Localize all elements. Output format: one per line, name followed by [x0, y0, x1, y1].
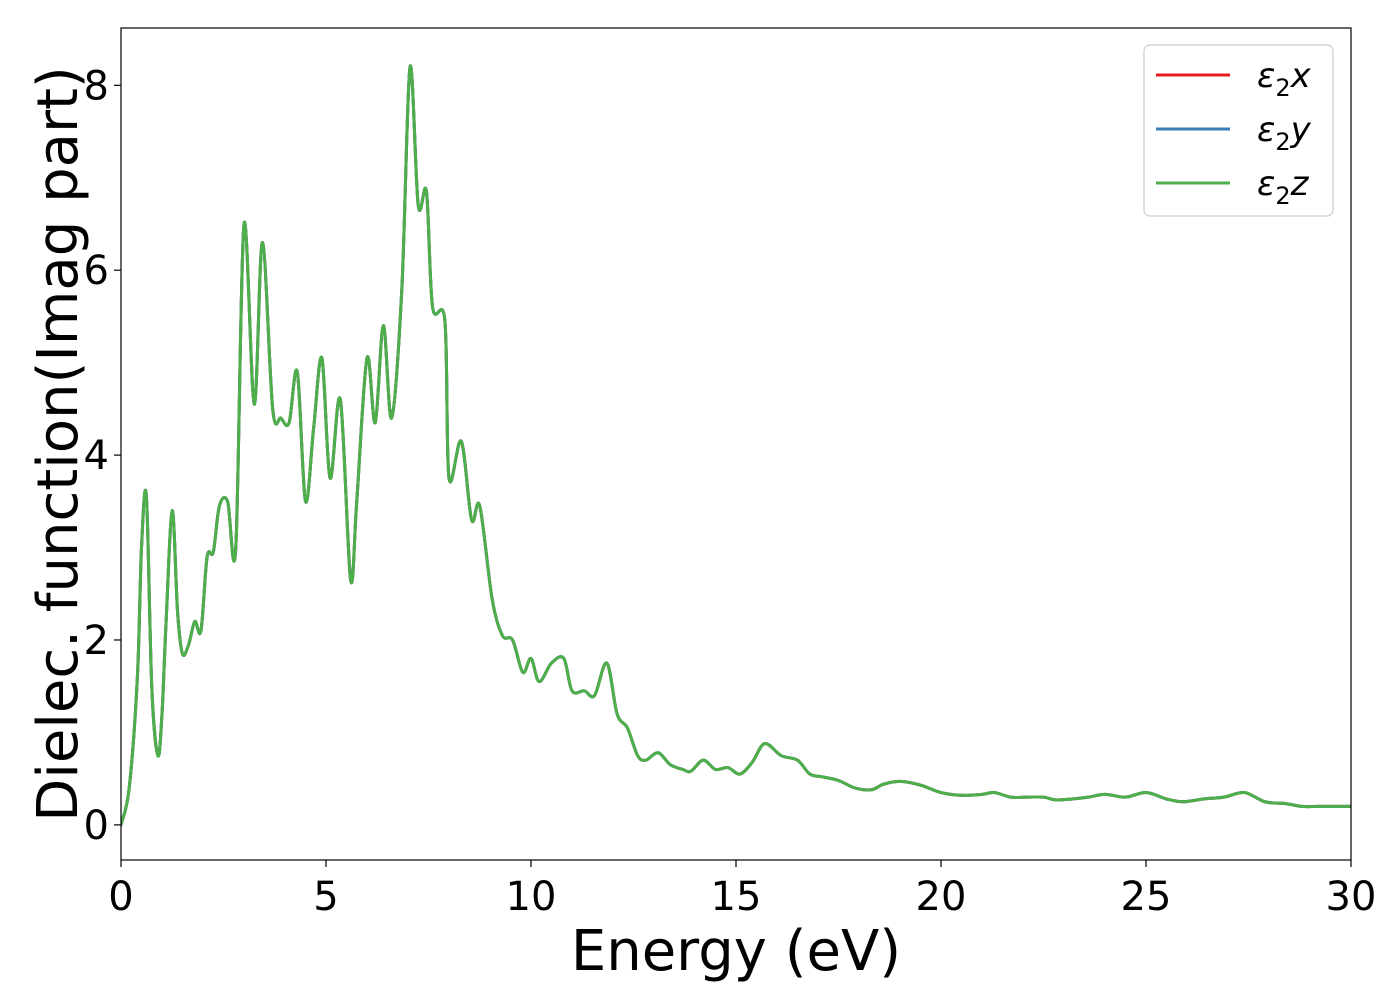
- x-tick-label: 0: [108, 874, 133, 920]
- y-tick-label: 0: [84, 803, 109, 849]
- y-tick-label: 6: [84, 248, 109, 294]
- tick-layer: 0 5 10 15 20 25 30 0 2 4 6 8: [84, 63, 1377, 920]
- x-tick-label: 10: [506, 874, 557, 920]
- y-tick-label: 2: [84, 618, 109, 664]
- x-tick-label: 25: [1121, 874, 1172, 920]
- x-tick-label: 20: [916, 874, 967, 920]
- y-tick-label: 8: [84, 63, 109, 109]
- x-tick-label: 15: [711, 874, 762, 920]
- legend: ε2x ε2y ε2z: [1143, 44, 1334, 217]
- legend-label-1: ε2x: [1257, 56, 1312, 102]
- x-axis-title: Energy (eV): [571, 919, 901, 984]
- legend-label-2: ε2y: [1257, 110, 1312, 156]
- y-axis-title: Dielec. function(Imag part): [26, 66, 91, 822]
- x-tick-label: 5: [313, 874, 338, 920]
- y-tick-label: 4: [84, 433, 109, 479]
- series-line-3: [121, 64, 1351, 827]
- legend-box: [1143, 44, 1334, 217]
- series-layer: [121, 64, 1351, 827]
- x-tick-label: 30: [1326, 874, 1377, 920]
- legend-label-3: ε2z: [1257, 164, 1310, 210]
